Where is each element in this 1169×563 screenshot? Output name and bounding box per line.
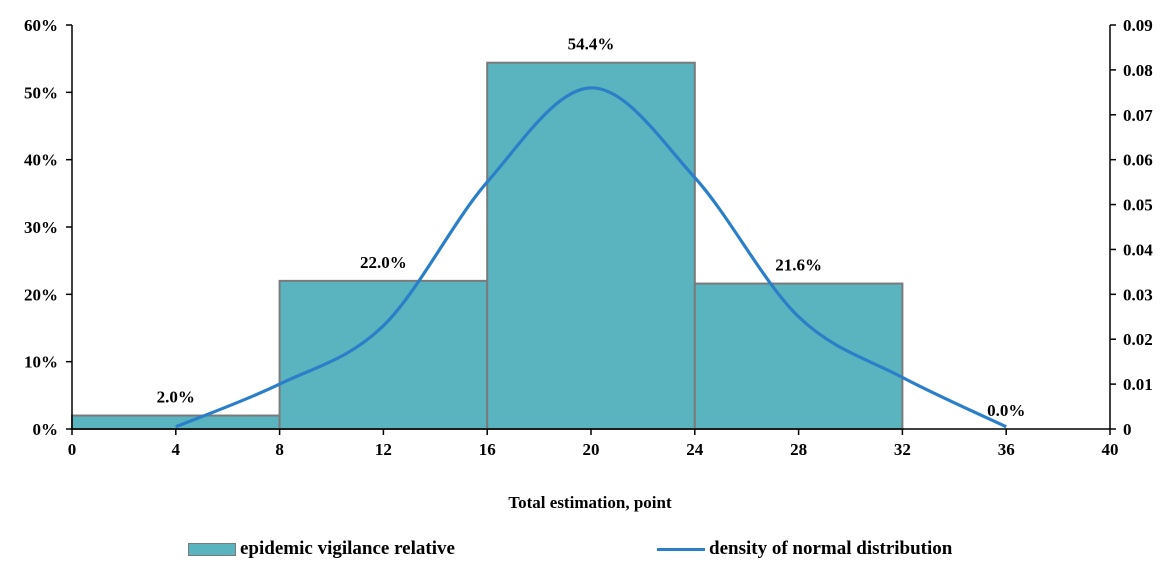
left-y-tick-label: 60% [24, 16, 58, 35]
x-tick-label: 12 [375, 440, 392, 459]
right-y-tick-label: 0.08 [1123, 61, 1153, 80]
bar-value-label: 2.0% [157, 388, 195, 407]
x-tick-label: 40 [1102, 440, 1119, 459]
left-y-tick-label: 20% [24, 285, 58, 304]
histogram-bar [278, 279, 489, 430]
bar-value-label: 22.0% [360, 253, 407, 272]
density-line-layer [175, 86, 1007, 429]
right-y-tick-label: 0.06 [1123, 151, 1153, 170]
x-tick-label: 0 [68, 440, 77, 459]
x-tick-label: 4 [172, 440, 181, 459]
histogram-chart: 2.0% 22.0% 54.4% 21.6% 0.0% 0% 10% 20% 30% 40% 50%… [24, 16, 1153, 512]
density-curve [175, 86, 1007, 429]
right-y-tick-label: 0.05 [1123, 196, 1153, 215]
histogram-bar [693, 282, 904, 430]
right-y-tick-label: 0.01 [1123, 375, 1153, 394]
bar-value-label: 0.0% [987, 401, 1025, 420]
left-y-tick-label: 0% [33, 420, 59, 439]
left-y-tick-label: 10% [24, 353, 58, 372]
x-tick-label: 24 [686, 440, 704, 459]
labels-layer: 2.0% 22.0% 54.4% 21.6% 0.0% 0% 10% 20% 30% 40% 50%… [24, 16, 1153, 459]
x-tick-label: 20 [583, 440, 600, 459]
bar-value-label: 21.6% [775, 256, 822, 275]
x-tick-label: 28 [790, 440, 807, 459]
bar-value-label: 54.4% [568, 35, 615, 54]
legend-line: density of normal distribution [657, 538, 952, 560]
right-y-tick-label: 0.03 [1123, 285, 1153, 304]
x-tick-label: 36 [998, 440, 1015, 459]
x-tick-label: 32 [894, 440, 911, 459]
right-y-tick-label: 0.02 [1123, 330, 1153, 349]
legend-bar-label: epidemic vigilance relative [240, 538, 455, 559]
x-tick-label: 16 [479, 440, 496, 459]
axes-layer [66, 24, 1116, 435]
legend-line-swatch [657, 547, 705, 551]
legend-bars: epidemic vigilance relative [188, 538, 455, 560]
legend-line-label: density of normal distribution [709, 538, 953, 559]
x-axis-title: Total estimation, point [508, 493, 672, 512]
left-y-tick-label: 50% [24, 83, 58, 102]
right-y-tick-label: 0.04 [1123, 240, 1153, 259]
right-y-tick-label: 0.09 [1123, 16, 1153, 35]
legend-bar-swatch [188, 542, 236, 556]
x-tick-label: 8 [275, 440, 284, 459]
left-y-tick-label: 40% [24, 151, 58, 170]
left-y-tick-label: 30% [24, 218, 58, 237]
histogram-bar [71, 414, 281, 430]
right-y-tick-label: 0.07 [1123, 106, 1153, 125]
histogram-bar [486, 61, 696, 430]
bars-layer [71, 61, 904, 430]
right-y-tick-label: 0 [1123, 420, 1132, 439]
